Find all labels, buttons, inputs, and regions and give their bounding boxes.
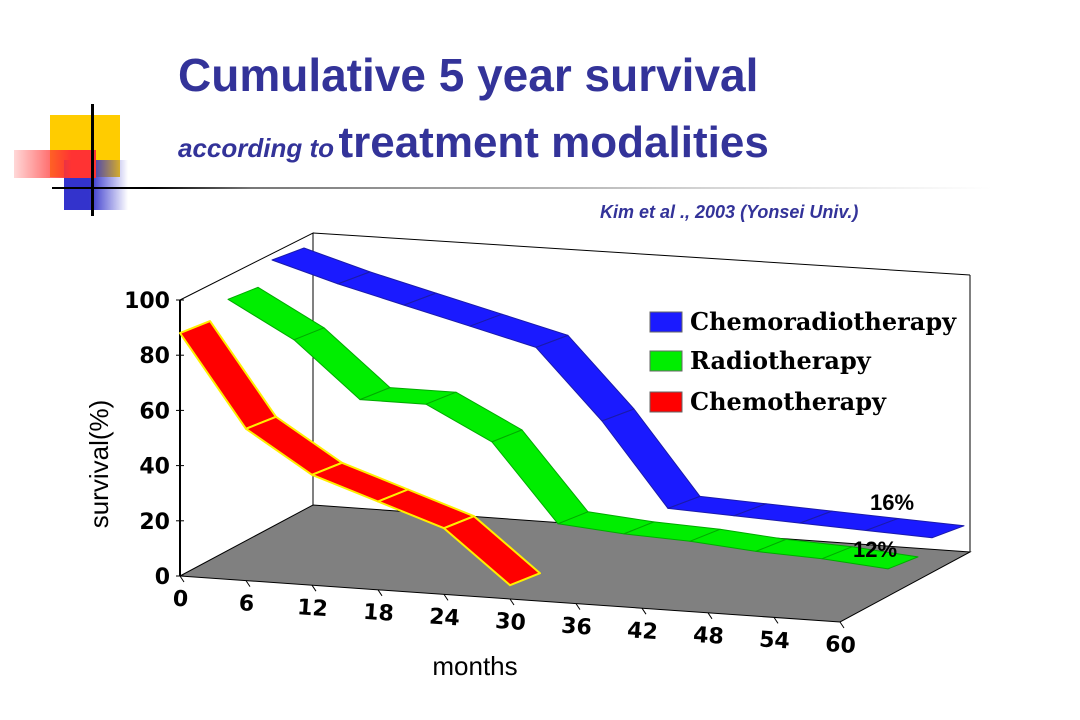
x-axis-ticks: 0 6 12 18 24 30 36 42 48 54 60: [172, 575, 857, 659]
ribbon-segment: [245, 415, 343, 476]
subtitle-small: according to: [178, 133, 335, 163]
y-tick-label: 100: [124, 289, 170, 314]
x-tick-label: 48: [692, 623, 724, 650]
end-label-radiotherapy: 12%: [853, 537, 897, 562]
ribbon-segment: [821, 546, 919, 570]
ribbon-segment: [227, 286, 325, 341]
y-axis-label: survival(%): [84, 400, 114, 529]
series-chemoradiotherapy: [271, 247, 965, 539]
deco-vertical-line: [91, 104, 94, 216]
x-tick-mark: [377, 589, 383, 597]
ribbon-segment: [491, 429, 589, 525]
x-tick-mark: [311, 584, 317, 592]
ribbon-segment: [179, 320, 277, 430]
x-tick-mark: [179, 575, 185, 583]
x-tick-label: 18: [362, 600, 394, 627]
x-tick-label: 24: [428, 604, 460, 631]
x-tick-mark: [641, 607, 647, 615]
x-tick-label: 12: [296, 595, 328, 622]
x-tick-label: 60: [824, 632, 856, 659]
x-tick-mark: [509, 598, 515, 606]
legend-label: Chemotherapy: [690, 387, 887, 416]
citation: Kim et al ., 2003 (Yonsei Univ.): [600, 202, 859, 222]
ribbon-segment: [443, 515, 541, 587]
ribbon-segment: [535, 334, 635, 422]
ribbon-segment: [425, 391, 523, 443]
series-radiotherapy: [227, 286, 919, 570]
x-tick-mark: [839, 621, 845, 629]
back-wall-top-edge: [312, 232, 971, 276]
end-label-chemoradiotherapy: 16%: [870, 490, 914, 515]
x-tick-label: 42: [626, 618, 658, 645]
x-axis-label: months: [432, 651, 517, 681]
ribbon-segment: [601, 408, 701, 509]
deco-red-bar: [14, 150, 96, 178]
y-tick-label: 20: [139, 510, 170, 535]
series-chemotherapy: [179, 320, 541, 587]
x-tick-mark: [773, 617, 779, 624]
page-subtitle: according to treatment modalities: [178, 118, 769, 168]
y-axis-ticks: 0 20 40 60 80 100: [124, 289, 184, 590]
legend-swatch: [649, 391, 683, 413]
y-tick-label: 80: [139, 344, 170, 369]
subtitle-big: treatment modalities: [338, 118, 769, 167]
chart-frame: [178, 232, 972, 623]
legend-swatch: [649, 311, 683, 333]
back-wall-left-edge: [179, 232, 314, 505]
page-title: Cumulative 5 year survival: [178, 49, 759, 101]
x-tick-mark: [707, 612, 713, 620]
y-tick-label: 40: [139, 455, 170, 480]
x-tick-label: 36: [560, 614, 592, 641]
chart-series: [179, 247, 965, 587]
legend-label: Radiotherapy: [690, 346, 872, 375]
x-tick-label: 54: [758, 627, 790, 654]
deco-horizontal-line: [52, 187, 992, 189]
x-tick-label: 6: [238, 591, 255, 617]
legend-label: Chemoradiotherapy: [690, 307, 957, 336]
x-tick-mark: [245, 580, 251, 587]
y-tick-label: 60: [139, 399, 170, 424]
y-tick-label: 0: [155, 565, 170, 590]
x-tick-mark: [575, 603, 581, 610]
chart-floor: [178, 504, 972, 623]
ribbon-segment: [293, 327, 391, 401]
x-tick-label: 30: [494, 609, 526, 636]
chart-legend: Chemoradiotherapy Radiotherapy Chemotherap…: [649, 307, 957, 416]
ribbon-segment: [865, 518, 965, 539]
x-tick-label: 0: [172, 587, 189, 613]
legend-swatch: [649, 350, 683, 372]
x-tick-mark: [443, 594, 449, 601]
